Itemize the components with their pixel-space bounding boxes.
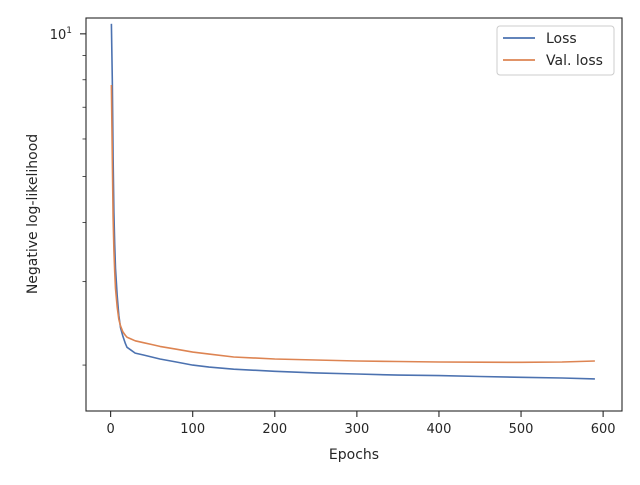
legend-label: Val. loss [546,53,603,69]
x-tick-label: 600 [591,422,616,437]
plot-frame [85,17,623,412]
x-axis-label: Epochs [329,447,379,463]
series-line-0 [110,23,595,380]
x-tick-label: 400 [427,422,452,437]
x-tick-label: 300 [344,422,369,437]
series-line-1 [110,84,595,364]
y-tick-label: 101 [50,26,72,43]
x-axis-ticks: 0 100 200 300 400 500 600 [106,411,616,437]
y-axis-label: Negative log-likelihood [25,134,41,294]
x-tick-label: 200 [262,422,287,437]
series-lines [110,23,595,380]
x-tick-label: 500 [509,422,534,437]
x-tick-label: 0 [106,422,114,437]
y-axis-ticks: 101 [50,26,86,366]
legend: Loss Val. loss [496,25,615,76]
x-tick-label: 100 [180,422,205,437]
legend-label: Loss [546,31,577,47]
